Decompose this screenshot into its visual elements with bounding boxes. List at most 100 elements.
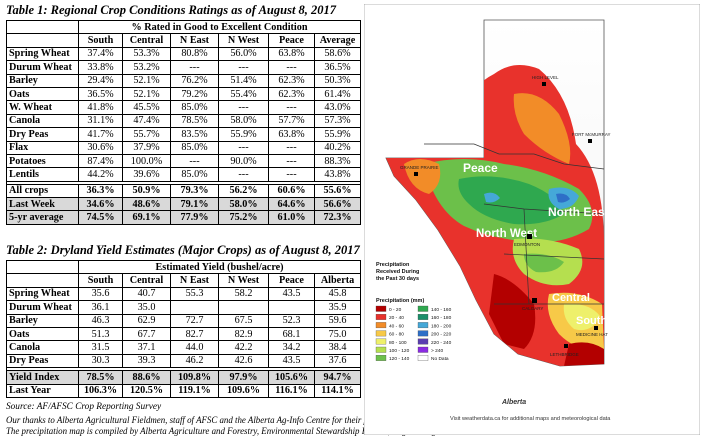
city-calgary: CALGARY xyxy=(522,306,543,311)
row-label: Potatoes xyxy=(6,153,79,169)
row-label: Canola xyxy=(6,340,79,355)
table-cell: 43.8% xyxy=(314,167,361,182)
row-label: Oats xyxy=(6,326,79,342)
legend-swatch xyxy=(417,305,429,312)
row-label: Lentils xyxy=(6,167,79,182)
legend-label: 200 - 220 xyxy=(431,332,452,338)
table-row: Canola 31.1% 47.4% 78.5% 58.0% 57.7% 57.3% xyxy=(6,113,361,129)
table-cell: --- xyxy=(268,60,315,75)
legend-swatch xyxy=(375,355,387,361)
table-cell: --- xyxy=(170,153,219,169)
table-cell xyxy=(268,300,315,315)
thanks-line-2: The precipitation map is compiled by Alb… xyxy=(6,426,545,436)
table-cell: 50.9% xyxy=(122,183,171,199)
row-label: Spring Wheat xyxy=(6,286,79,302)
legend-swatch xyxy=(375,305,387,312)
source-note: Source: AF/AFSC Crop Reporting Survey xyxy=(6,402,162,412)
table-cell: 83.5% xyxy=(170,127,219,142)
table-row: Barley 29.4% 52.1% 76.2% 51.4% 62.3% 50.3% xyxy=(6,73,361,88)
table-cell: 33.8% xyxy=(78,60,123,75)
table-cell: 36.3% xyxy=(78,183,123,199)
table-cell: 109.6% xyxy=(218,383,269,398)
row-label: Oats xyxy=(6,86,79,102)
table-cell: 63.8% xyxy=(268,127,315,142)
table-cell: 87.4% xyxy=(78,153,123,169)
legend-swatch xyxy=(417,338,429,345)
row-label: Canola xyxy=(6,113,79,129)
legend-swatch xyxy=(417,330,429,337)
table-cell: 94.7% xyxy=(313,370,362,385)
table-cell: 60.6% xyxy=(268,183,315,199)
table1-column-header: Peace xyxy=(268,33,315,48)
table-cell: 79.3% xyxy=(170,183,219,199)
table-cell: 53.3% xyxy=(122,46,171,62)
table-cell: 52.1% xyxy=(122,86,171,102)
table-cell: 35.0 xyxy=(122,300,171,315)
agency-logo: Alberta xyxy=(501,399,526,406)
legend-label: 140 - 160 xyxy=(431,307,452,313)
table-cell xyxy=(170,300,219,315)
table-cell: 85.0% xyxy=(170,140,219,155)
row-label: Dry Peas xyxy=(6,353,79,369)
table-cell: 45.8 xyxy=(313,286,362,302)
table-cell: 43.5 xyxy=(268,286,315,302)
table-cell: 62.3% xyxy=(268,73,315,88)
table-cell: 67.5 xyxy=(218,313,269,328)
table-cell: 72.3% xyxy=(314,210,361,225)
city-lethbridge: LETHBRIDGE xyxy=(550,352,579,357)
table-cell: 114.1% xyxy=(313,383,362,398)
table-cell: 120.5% xyxy=(122,383,171,398)
legend-swatch xyxy=(417,322,429,329)
city-medicine-hat: MEDICINE HAT xyxy=(576,332,608,337)
table-cell: 75.2% xyxy=(218,210,269,225)
table-cell: 76.2% xyxy=(170,73,219,88)
table-cell: 51.3 xyxy=(78,326,123,342)
table-cell: 77.9% xyxy=(170,210,219,225)
table-row: Last Week 34.6% 48.6% 79.1% 58.0% 64.6% 56.6% xyxy=(6,197,361,212)
legend-label: 80 - 100 xyxy=(389,340,407,346)
map-label-north-west: North West xyxy=(476,228,537,240)
table-cell: 58.6% xyxy=(314,46,361,62)
table-cell: 52.3 xyxy=(268,313,315,328)
table-cell: 42.2 xyxy=(218,340,269,355)
table1-column-header: Average xyxy=(314,33,361,48)
table2-corner xyxy=(6,259,79,275)
map-label-south: South xyxy=(576,315,607,327)
table-cell: 55.6% xyxy=(314,183,361,199)
table1-title: Table 1: Regional Crop Conditions Rating… xyxy=(6,3,337,17)
table2-column-header: Alberta xyxy=(313,273,362,288)
table-cell: 45.5% xyxy=(122,100,171,115)
map-label-peace: Peace xyxy=(463,161,498,175)
table-cell: 44.0 xyxy=(170,340,219,355)
row-label: Dry Peas xyxy=(6,127,79,142)
table2-group-header: Estimated Yield (bushel/acre) xyxy=(77,259,362,275)
table-cell: 31.1% xyxy=(78,113,123,129)
table-cell: 78.5% xyxy=(78,370,123,385)
table-row: Durum Wheat 33.8% 53.2% --- --- --- 36.5% xyxy=(6,60,361,75)
map-title-line-3: the Past 30 days xyxy=(376,276,419,282)
table-row: Flax 30.6% 37.9% 85.0% --- --- 40.2% xyxy=(6,140,361,155)
table-cell xyxy=(218,300,269,315)
table-cell: 67.7 xyxy=(122,326,171,342)
row-label: Last Year xyxy=(6,383,79,398)
table-cell: 36.5% xyxy=(314,60,361,75)
table-cell: 116.1% xyxy=(268,383,315,398)
table-cell: --- xyxy=(218,60,269,75)
table-cell: 57.7% xyxy=(268,113,315,129)
table-row: Oats 36.5% 52.1% 79.2% 55.4% 62.3% 61.4% xyxy=(6,86,361,102)
thanks-line-1: Our thanks to Alberta Agricultural Field… xyxy=(6,415,612,425)
table-cell: 63.8% xyxy=(268,46,315,62)
table-cell: 31.5 xyxy=(78,340,123,355)
legend-swatch xyxy=(375,330,387,337)
table-cell: 34.2 xyxy=(268,340,315,355)
table-cell: 64.6% xyxy=(268,197,315,212)
crop-conditions-table: % Rated in Good to Excellent Condition S… xyxy=(6,19,361,225)
row-label: W. Wheat xyxy=(6,100,79,115)
table-cell: 59.6 xyxy=(313,313,362,328)
table1-group-header: % Rated in Good to Excellent Condition xyxy=(78,19,361,35)
table-cell: 82.7 xyxy=(170,326,219,342)
table-cell: 35.6 xyxy=(78,286,123,302)
legend-label: 40 - 60 xyxy=(389,323,404,329)
table-row: 5-yr average 74.5% 69.1% 77.9% 75.2% 61.0% 72.… xyxy=(6,210,361,225)
table-cell: 75.0 xyxy=(313,326,362,342)
